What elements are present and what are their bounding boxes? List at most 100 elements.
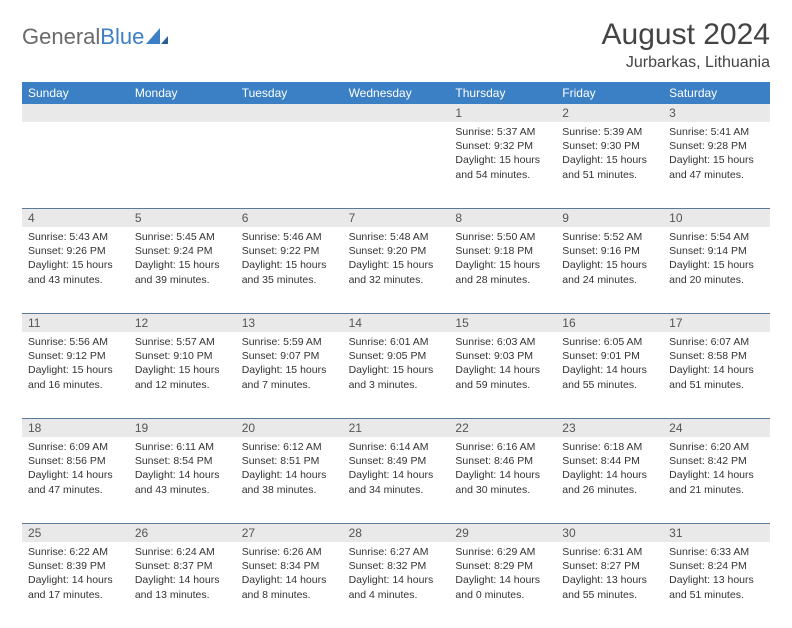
day-body: Sunrise: 6:22 AMSunset: 8:39 PMDaylight:… <box>22 542 129 608</box>
weeks-container: 123Sunrise: 5:37 AMSunset: 9:32 PMDaylig… <box>22 104 770 628</box>
day-body: Sunrise: 6:07 AMSunset: 8:58 PMDaylight:… <box>663 332 770 398</box>
day-body: Sunrise: 5:37 AMSunset: 9:32 PMDaylight:… <box>449 122 556 188</box>
day2-line: and 38 minutes. <box>242 483 337 497</box>
day1-line: Daylight: 14 hours <box>349 468 444 482</box>
day-cell: Sunrise: 6:31 AMSunset: 8:27 PMDaylight:… <box>556 542 663 628</box>
day-number: 15 <box>449 314 556 332</box>
logo-text-blue: Blue <box>100 24 144 50</box>
sunset-line: Sunset: 8:56 PM <box>28 454 123 468</box>
sunset-line: Sunset: 8:51 PM <box>242 454 337 468</box>
week-row: Sunrise: 6:22 AMSunset: 8:39 PMDaylight:… <box>22 542 770 628</box>
day-body: Sunrise: 6:05 AMSunset: 9:01 PMDaylight:… <box>556 332 663 398</box>
week-row: Sunrise: 5:43 AMSunset: 9:26 PM Daylight:… <box>22 227 770 314</box>
sunrise-line: Sunrise: 5:48 AM <box>349 230 444 244</box>
logo-text-general: General <box>22 24 100 50</box>
day2-line: and 24 minutes. <box>562 273 657 287</box>
sunset-line: Sunset: 8:54 PM <box>135 454 230 468</box>
day1-line: Daylight: 14 hours <box>135 468 230 482</box>
day-number: 5 <box>129 209 236 227</box>
day-body: Sunrise: 6:14 AMSunset: 8:49 PMDaylight:… <box>343 437 450 503</box>
sunset-line: Sunset: 9:01 PM <box>562 349 657 363</box>
day2-line: and 16 minutes. <box>28 378 123 392</box>
day-cell: Sunrise: 6:16 AMSunset: 8:46 PMDaylight:… <box>449 437 556 523</box>
dow-friday: Friday <box>556 82 663 104</box>
day-cell: Sunrise: 5:50 AMSunset: 9:18 PMDaylight:… <box>449 227 556 313</box>
day2-line: and 51 minutes. <box>669 378 764 392</box>
sunset-line: Sunset: 8:46 PM <box>455 454 550 468</box>
day1-line: Daylight: 15 hours <box>455 153 550 167</box>
day2-line: and 7 minutes. <box>242 378 337 392</box>
sunrise-line: Sunrise: 5:43 AM <box>28 230 123 244</box>
sunrise-line: Sunrise: 6:03 AM <box>455 335 550 349</box>
day-cell: Sunrise: 5:54 AMSunset: 9:14 PMDaylight:… <box>663 227 770 313</box>
day-cell: Sunrise: 6:20 AMSunset: 8:42 PMDaylight:… <box>663 437 770 523</box>
day-body: Sunrise: 5:57 AMSunset: 9:10 PMDaylight:… <box>129 332 236 398</box>
sunrise-line: Sunrise: 6:31 AM <box>562 545 657 559</box>
day1-line: Daylight: 14 hours <box>455 468 550 482</box>
day1-line: Daylight: 14 hours <box>562 363 657 377</box>
sunrise-line: Sunrise: 6:27 AM <box>349 545 444 559</box>
day-number: 25 <box>22 524 129 542</box>
day-body: Sunrise: 5:48 AMSunset: 9:20 PMDaylight:… <box>343 227 450 293</box>
sunset-line: Sunset: 9:26 PM <box>28 244 123 258</box>
day-cell: Sunrise: 5:52 AMSunset: 9:16 PMDaylight:… <box>556 227 663 313</box>
day-number: 9 <box>556 209 663 227</box>
day1-line: Daylight: 14 hours <box>28 573 123 587</box>
day-number-row: 123 <box>22 104 770 122</box>
day1-line: Daylight: 14 hours <box>455 363 550 377</box>
day-cell: Sunrise: 6:09 AMSunset: 8:56 PMDaylight:… <box>22 437 129 523</box>
day2-line: and 43 minutes. <box>135 483 230 497</box>
day-number-row: 11121314151617 <box>22 314 770 332</box>
day-cell: Sunrise: 5:41 AMSunset: 9:28 PMDaylight:… <box>663 122 770 208</box>
day-number: 31 <box>663 524 770 542</box>
day-body: Sunrise: 6:27 AMSunset: 8:32 PMDaylight:… <box>343 542 450 608</box>
day1-line: Daylight: 14 hours <box>669 363 764 377</box>
header: GeneralBlue August 2024 Jurbarkas, Lithu… <box>22 18 770 72</box>
sunrise-line: Sunrise: 5:52 AM <box>562 230 657 244</box>
dow-thursday: Thursday <box>449 82 556 104</box>
day-cell: Sunrise: 6:11 AMSunset: 8:54 PMDaylight:… <box>129 437 236 523</box>
sunset-line: Sunset: 8:27 PM <box>562 559 657 573</box>
day-body: Sunrise: 6:01 AMSunset: 9:05 PMDaylight:… <box>343 332 450 398</box>
day-cell: Sunrise: 6:22 AMSunset: 8:39 PMDaylight:… <box>22 542 129 628</box>
day1-line: Daylight: 15 hours <box>349 258 444 272</box>
sunrise-line: Sunrise: 6:12 AM <box>242 440 337 454</box>
day-body: Sunrise: 6:20 AMSunset: 8:42 PMDaylight:… <box>663 437 770 503</box>
month-title: August 2024 <box>602 18 770 52</box>
day-body: Sunrise: 6:09 AMSunset: 8:56 PMDaylight:… <box>22 437 129 503</box>
day2-line: and 8 minutes. <box>242 588 337 602</box>
day2-line: and 51 minutes. <box>669 588 764 602</box>
day2-line: and 4 minutes. <box>349 588 444 602</box>
day2-line: and 59 minutes. <box>455 378 550 392</box>
sunset-line: Sunset: 9:22 PM <box>242 244 337 258</box>
sunrise-line: Sunrise: 6:22 AM <box>28 545 123 559</box>
day1-line: Daylight: 13 hours <box>669 573 764 587</box>
sunrise-line: Sunrise: 5:54 AM <box>669 230 764 244</box>
day1-line: Daylight: 15 hours <box>669 153 764 167</box>
day-cell: Sunrise: 5:43 AMSunset: 9:26 PMDaylight:… <box>22 227 129 313</box>
day-number: 10 <box>663 209 770 227</box>
day2-line: and 12 minutes. <box>135 378 230 392</box>
sunset-line: Sunset: 9:20 PM <box>349 244 444 258</box>
sunset-line: Sunset: 8:39 PM <box>28 559 123 573</box>
week-row: Sunrise: 6:09 AMSunset: 8:56 PMDaylight:… <box>22 437 770 524</box>
sunset-line: Sunset: 9:05 PM <box>349 349 444 363</box>
day-number: 19 <box>129 419 236 437</box>
day-cell <box>22 122 129 208</box>
day2-line: and 35 minutes. <box>242 273 337 287</box>
day-number: 8 <box>449 209 556 227</box>
day2-line: and 0 minutes. <box>455 588 550 602</box>
sunrise-line: Sunrise: 6:29 AM <box>455 545 550 559</box>
day-body: Sunrise: 6:18 AMSunset: 8:44 PMDaylight:… <box>556 437 663 503</box>
day2-line: and 55 minutes. <box>562 588 657 602</box>
day-number: 2 <box>556 104 663 122</box>
sunrise-line: Sunrise: 5:59 AM <box>242 335 337 349</box>
day-number: 3 <box>663 104 770 122</box>
day-body <box>129 122 236 131</box>
day-cell: Sunrise: 5:46 AMSunset: 9:22 PMDaylight:… <box>236 227 343 313</box>
day1-line: Daylight: 14 hours <box>28 468 123 482</box>
day-number: 27 <box>236 524 343 542</box>
day-cell: Sunrise: 6:12 AMSunset: 8:51 PMDaylight:… <box>236 437 343 523</box>
day-cell: Sunrise: 6:29 AMSunset: 8:29 PMDaylight:… <box>449 542 556 628</box>
sunset-line: Sunset: 8:37 PM <box>135 559 230 573</box>
